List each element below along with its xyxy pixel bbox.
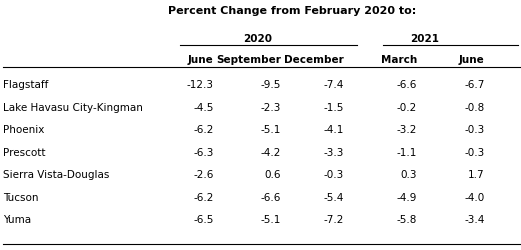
Text: -5.1: -5.1 bbox=[261, 125, 281, 135]
Text: 2020: 2020 bbox=[243, 34, 272, 44]
Text: -7.2: -7.2 bbox=[324, 214, 344, 224]
Text: -6.6: -6.6 bbox=[261, 192, 281, 202]
Text: 1.7: 1.7 bbox=[468, 170, 485, 179]
Text: -4.0: -4.0 bbox=[464, 192, 485, 202]
Text: -0.3: -0.3 bbox=[464, 147, 485, 157]
Text: -5.1: -5.1 bbox=[261, 214, 281, 224]
Text: -12.3: -12.3 bbox=[187, 80, 214, 90]
Text: -4.1: -4.1 bbox=[324, 125, 344, 135]
Text: -6.2: -6.2 bbox=[193, 192, 214, 202]
Text: -5.4: -5.4 bbox=[324, 192, 344, 202]
Text: -4.9: -4.9 bbox=[396, 192, 417, 202]
Text: -3.2: -3.2 bbox=[396, 125, 417, 135]
Text: Yuma: Yuma bbox=[3, 214, 31, 224]
Text: September: September bbox=[216, 55, 281, 65]
Text: -0.2: -0.2 bbox=[396, 102, 417, 112]
Text: Percent Change from February 2020 to:: Percent Change from February 2020 to: bbox=[168, 6, 416, 16]
Text: Lake Havasu City-Kingman: Lake Havasu City-Kingman bbox=[3, 102, 142, 112]
Text: -6.7: -6.7 bbox=[464, 80, 485, 90]
Text: -3.3: -3.3 bbox=[324, 147, 344, 157]
Text: -1.1: -1.1 bbox=[396, 147, 417, 157]
Text: Flagstaff: Flagstaff bbox=[3, 80, 48, 90]
Text: -4.5: -4.5 bbox=[193, 102, 214, 112]
Text: -0.3: -0.3 bbox=[324, 170, 344, 179]
Text: -6.5: -6.5 bbox=[193, 214, 214, 224]
Text: -2.6: -2.6 bbox=[193, 170, 214, 179]
Text: Sierra Vista-Douglas: Sierra Vista-Douglas bbox=[3, 170, 109, 179]
Text: -6.3: -6.3 bbox=[193, 147, 214, 157]
Text: 0.3: 0.3 bbox=[400, 170, 417, 179]
Text: Tucson: Tucson bbox=[3, 192, 38, 202]
Text: -0.8: -0.8 bbox=[464, 102, 485, 112]
Text: December: December bbox=[284, 55, 344, 65]
Text: -6.6: -6.6 bbox=[396, 80, 417, 90]
Text: June: June bbox=[188, 55, 214, 65]
Text: -4.2: -4.2 bbox=[261, 147, 281, 157]
Text: -2.3: -2.3 bbox=[261, 102, 281, 112]
Text: -9.5: -9.5 bbox=[261, 80, 281, 90]
Text: March: March bbox=[380, 55, 417, 65]
Text: -6.2: -6.2 bbox=[193, 125, 214, 135]
Text: -0.3: -0.3 bbox=[464, 125, 485, 135]
Text: -7.4: -7.4 bbox=[324, 80, 344, 90]
Text: Phoenix: Phoenix bbox=[3, 125, 44, 135]
Text: 0.6: 0.6 bbox=[265, 170, 281, 179]
Text: -1.5: -1.5 bbox=[324, 102, 344, 112]
Text: -5.8: -5.8 bbox=[396, 214, 417, 224]
Text: -3.4: -3.4 bbox=[464, 214, 485, 224]
Text: 2021: 2021 bbox=[410, 34, 439, 44]
Text: June: June bbox=[459, 55, 485, 65]
Text: Prescott: Prescott bbox=[3, 147, 45, 157]
